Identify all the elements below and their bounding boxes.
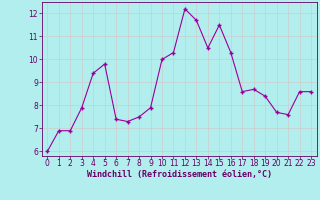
X-axis label: Windchill (Refroidissement éolien,°C): Windchill (Refroidissement éolien,°C) — [87, 170, 272, 179]
